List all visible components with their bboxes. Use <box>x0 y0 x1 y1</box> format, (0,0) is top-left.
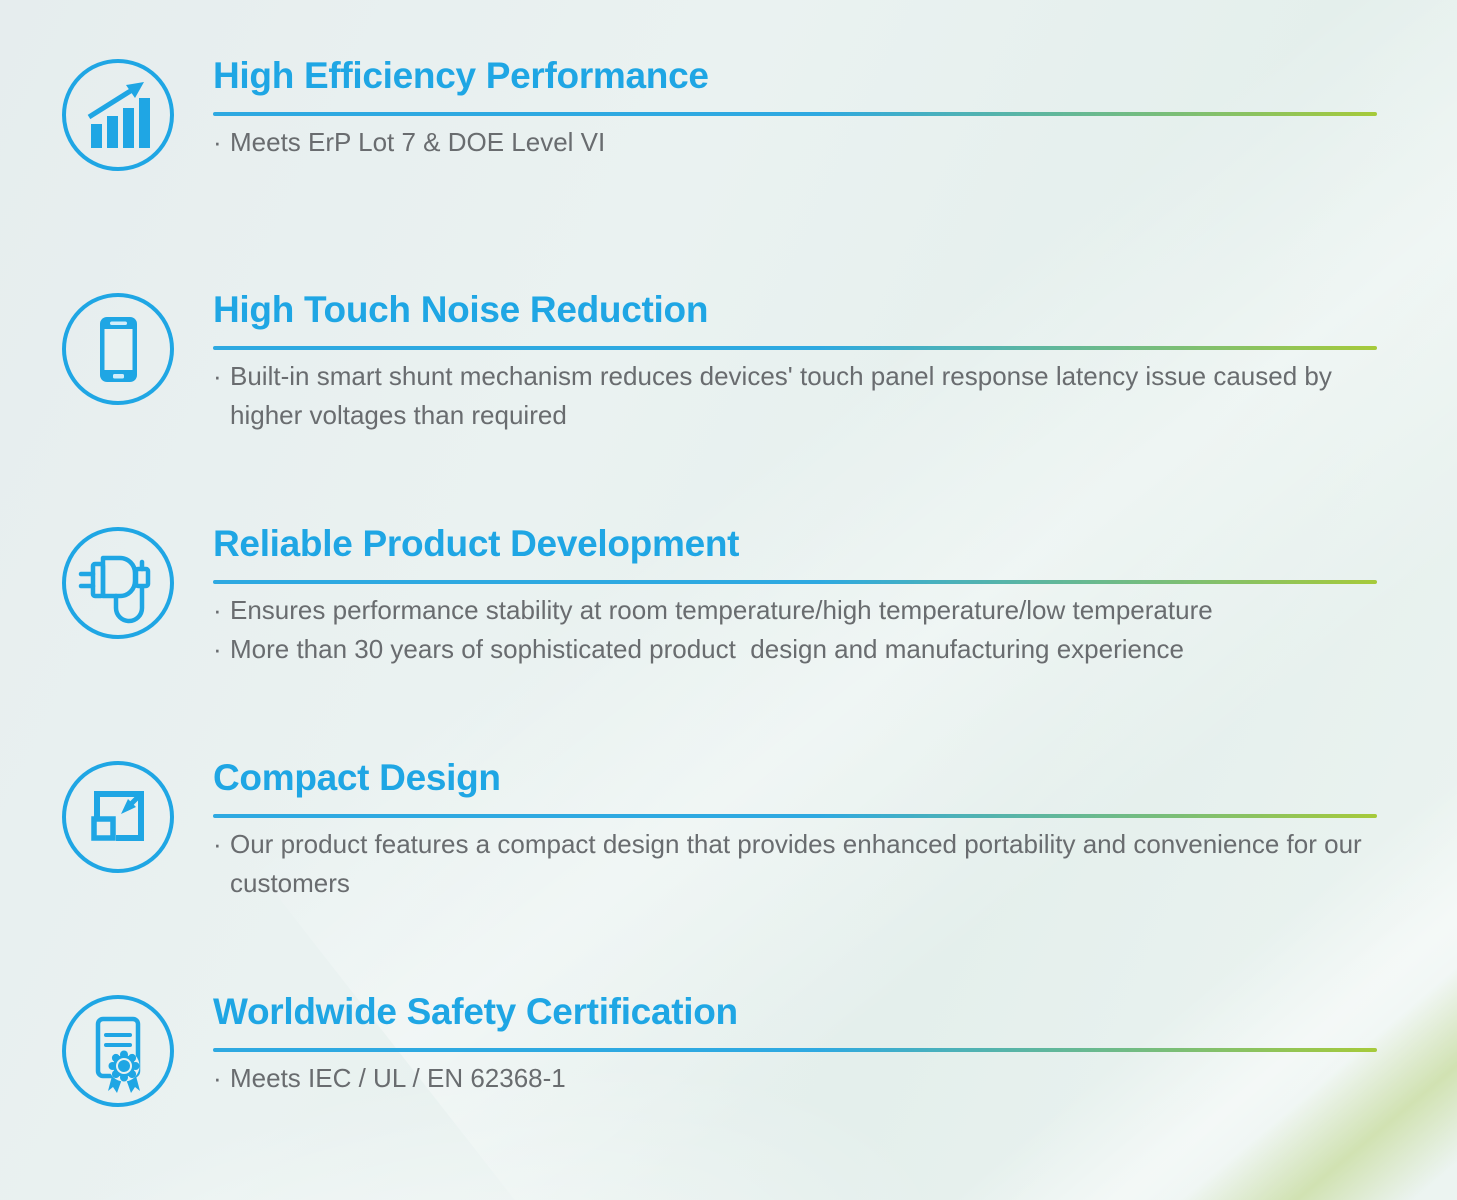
feature-bullets: · Meets IEC / UL / EN 62368-1 <box>213 1059 1377 1098</box>
feature-title: Compact Design <box>213 757 501 798</box>
bullet-text: Ensures performance stability at room te… <box>230 595 1213 625</box>
bullet-marker: · <box>213 595 222 625</box>
bullet-item: · Ensures performance stability at room … <box>213 591 1377 630</box>
certificate-icon <box>60 993 176 1109</box>
feature-section-compact-design: Compact Design · Our product features a … <box>0 759 1457 984</box>
bar-chart-growth-icon <box>60 57 176 173</box>
feature-title: Worldwide Safety Certification <box>213 991 738 1032</box>
bullet-item: · More than 30 years of sophisticated pr… <box>213 630 1377 669</box>
compact-resize-icon <box>60 759 176 875</box>
bullet-marker: · <box>213 127 222 157</box>
bullet-item: · Meets ErP Lot 7 & DOE Level VI <box>213 123 1377 162</box>
feature-title: High Efficiency Performance <box>213 55 709 96</box>
divider-rule <box>213 346 1377 350</box>
bullet-marker: · <box>213 829 222 859</box>
bullet-text: Built-in smart shunt mechanism reduces d… <box>230 361 1340 430</box>
feature-bullets: · Our product features a compact design … <box>213 825 1377 903</box>
feature-bullets: · Built-in smart shunt mechanism reduces… <box>213 357 1377 435</box>
divider-rule <box>213 1048 1377 1052</box>
divider-rule <box>213 112 1377 116</box>
bullet-item: · Built-in smart shunt mechanism reduces… <box>213 357 1377 435</box>
bullet-marker: · <box>213 1063 222 1093</box>
smartphone-icon <box>60 291 176 407</box>
divider-rule <box>213 814 1377 818</box>
feature-bullets: · Meets ErP Lot 7 & DOE Level VI <box>213 123 1377 162</box>
bullet-text: Meets ErP Lot 7 & DOE Level VI <box>230 127 606 157</box>
divider-rule <box>213 580 1377 584</box>
bullet-item: · Our product features a compact design … <box>213 825 1377 903</box>
bullet-item: · Meets IEC / UL / EN 62368-1 <box>213 1059 1377 1098</box>
feature-bullets: · Ensures performance stability at room … <box>213 591 1377 669</box>
feature-section-high-efficiency: High Efficiency Performance · Meets ErP … <box>0 57 1457 282</box>
feature-title: Reliable Product Development <box>213 523 740 564</box>
feature-section-touch-noise: High Touch Noise Reduction · Built-in sm… <box>0 291 1457 516</box>
feature-section-reliable-development: Reliable Product Development · Ensures p… <box>0 525 1457 750</box>
feature-title: High Touch Noise Reduction <box>213 289 709 330</box>
bullet-text: Our product features a compact design th… <box>230 829 1369 898</box>
bullet-text: Meets IEC / UL / EN 62368-1 <box>230 1063 566 1093</box>
feature-section-safety-certification: Worldwide Safety Certification · Meets I… <box>0 993 1457 1200</box>
power-adapter-icon <box>60 525 176 641</box>
bullet-text: More than 30 years of sophisticated prod… <box>230 634 1184 664</box>
bullet-marker: · <box>213 634 222 664</box>
bullet-marker: · <box>213 361 222 391</box>
